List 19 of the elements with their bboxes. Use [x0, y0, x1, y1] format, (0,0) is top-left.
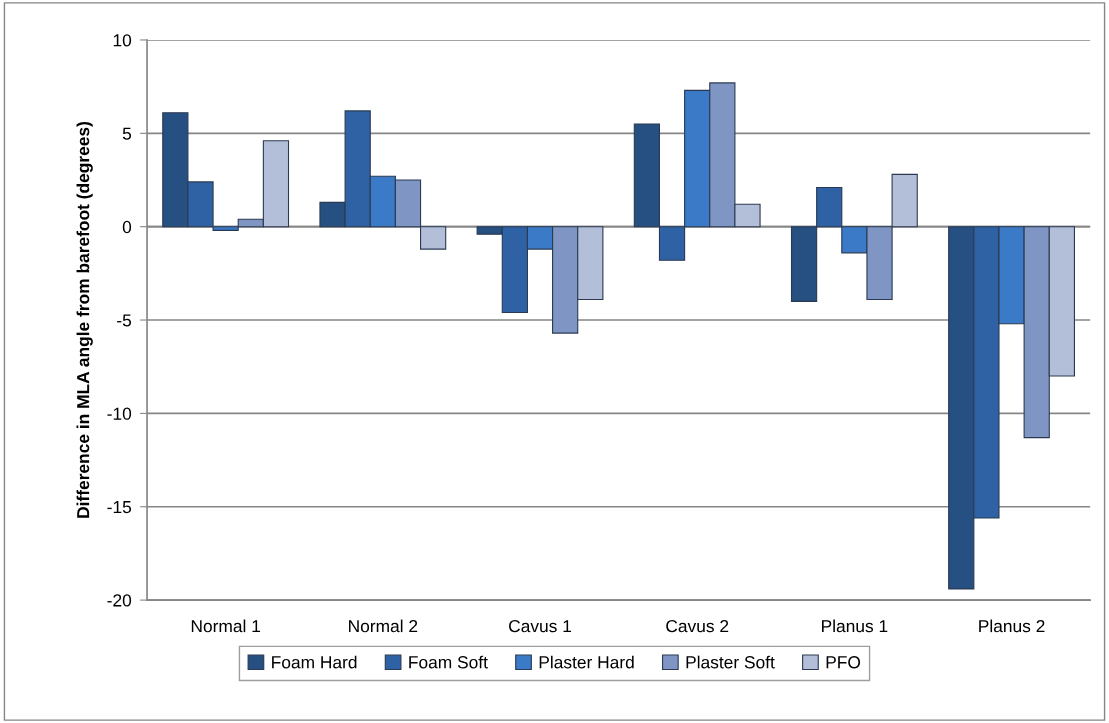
- legend-label: Plaster Hard: [539, 655, 634, 669]
- x-tick-label: Planus 1: [822, 619, 888, 633]
- y-tick-label: -5: [117, 314, 132, 327]
- y-tick-label: 0: [122, 220, 132, 234]
- legend-label: Foam Hard: [272, 655, 357, 669]
- legend-label: Foam Soft: [409, 655, 488, 669]
- y-tick-label: -10: [107, 407, 132, 420]
- legend-label: Plaster Soft: [686, 655, 775, 669]
- x-tick-label: Normal 2: [349, 619, 418, 633]
- y-tick-label: -20: [107, 594, 132, 607]
- x-tick-label: Normal 1: [191, 619, 261, 633]
- x-tick-label: Cavus 2: [666, 619, 729, 633]
- y-tick-label: -15: [107, 501, 132, 514]
- legend-label: PFO: [826, 656, 861, 669]
- x-tick-label: Planus 2: [979, 619, 1045, 633]
- y-tick-label: 10: [113, 34, 132, 47]
- x-tick-label: Cavus 1: [509, 619, 572, 633]
- y-axis-title: Difference in MLA angle from barefoot (degrees): [76, 122, 93, 518]
- y-tick-label: 5: [122, 127, 132, 140]
